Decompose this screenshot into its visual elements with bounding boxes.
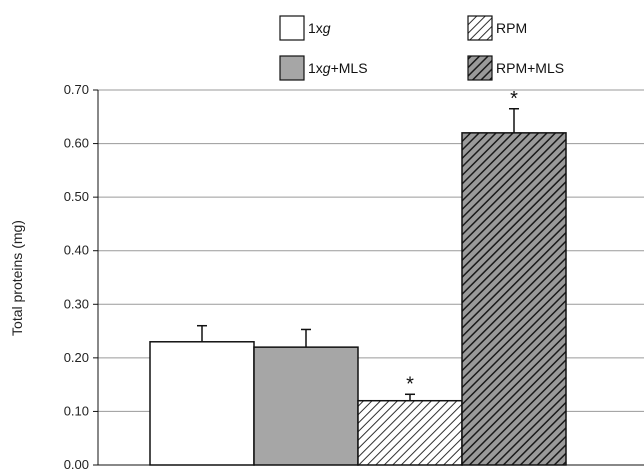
legend-label-part: RPM+MLS: [496, 60, 564, 76]
y-tick-label: 0.20: [64, 350, 89, 365]
y-tick-label: 0.50: [64, 189, 89, 204]
y-tick-labels: 0.00 0.10 0.20 0.30 0.40 0.50 0.60 0.70: [64, 82, 89, 472]
y-tick-label: 0.30: [64, 296, 89, 311]
y-tick-label: 0.40: [64, 243, 89, 258]
legend-swatch: [279, 55, 305, 81]
legend-label-part: RPM: [496, 20, 527, 36]
bar-rpm: [357, 399, 463, 466]
legend-label-part: 1x: [308, 20, 323, 36]
bars: [149, 132, 567, 466]
significance-star: *: [510, 88, 518, 110]
legend-swatch: [279, 15, 305, 41]
legend-label: RPM+MLS: [496, 60, 564, 76]
y-tick-label: 0.60: [64, 136, 89, 151]
legend-label: 1xg: [308, 20, 331, 36]
significance-star: *: [406, 373, 414, 395]
legend-label-part: g: [323, 20, 331, 36]
y-axis-label: Total proteins (mg): [9, 220, 25, 336]
bar-rpm-mls: [461, 132, 567, 466]
legend-swatch: [467, 15, 493, 41]
legend-label: RPM: [496, 20, 527, 36]
legend-label-part: g: [323, 60, 331, 76]
significance-markers: **: [406, 88, 518, 396]
legend-label-part: +MLS: [331, 60, 368, 76]
error-bars: [197, 108, 519, 401]
y-tick-label: 0.00: [64, 457, 89, 472]
legend-swatch: [467, 55, 493, 81]
legend-label-part: 1x: [308, 60, 323, 76]
legend-label: 1xg+MLS: [308, 60, 368, 76]
bar-1xg: [149, 341, 255, 466]
y-tick-label: 0.70: [64, 82, 89, 97]
bar-1xg-mls: [253, 346, 359, 466]
y-tick-label: 0.10: [64, 403, 89, 418]
